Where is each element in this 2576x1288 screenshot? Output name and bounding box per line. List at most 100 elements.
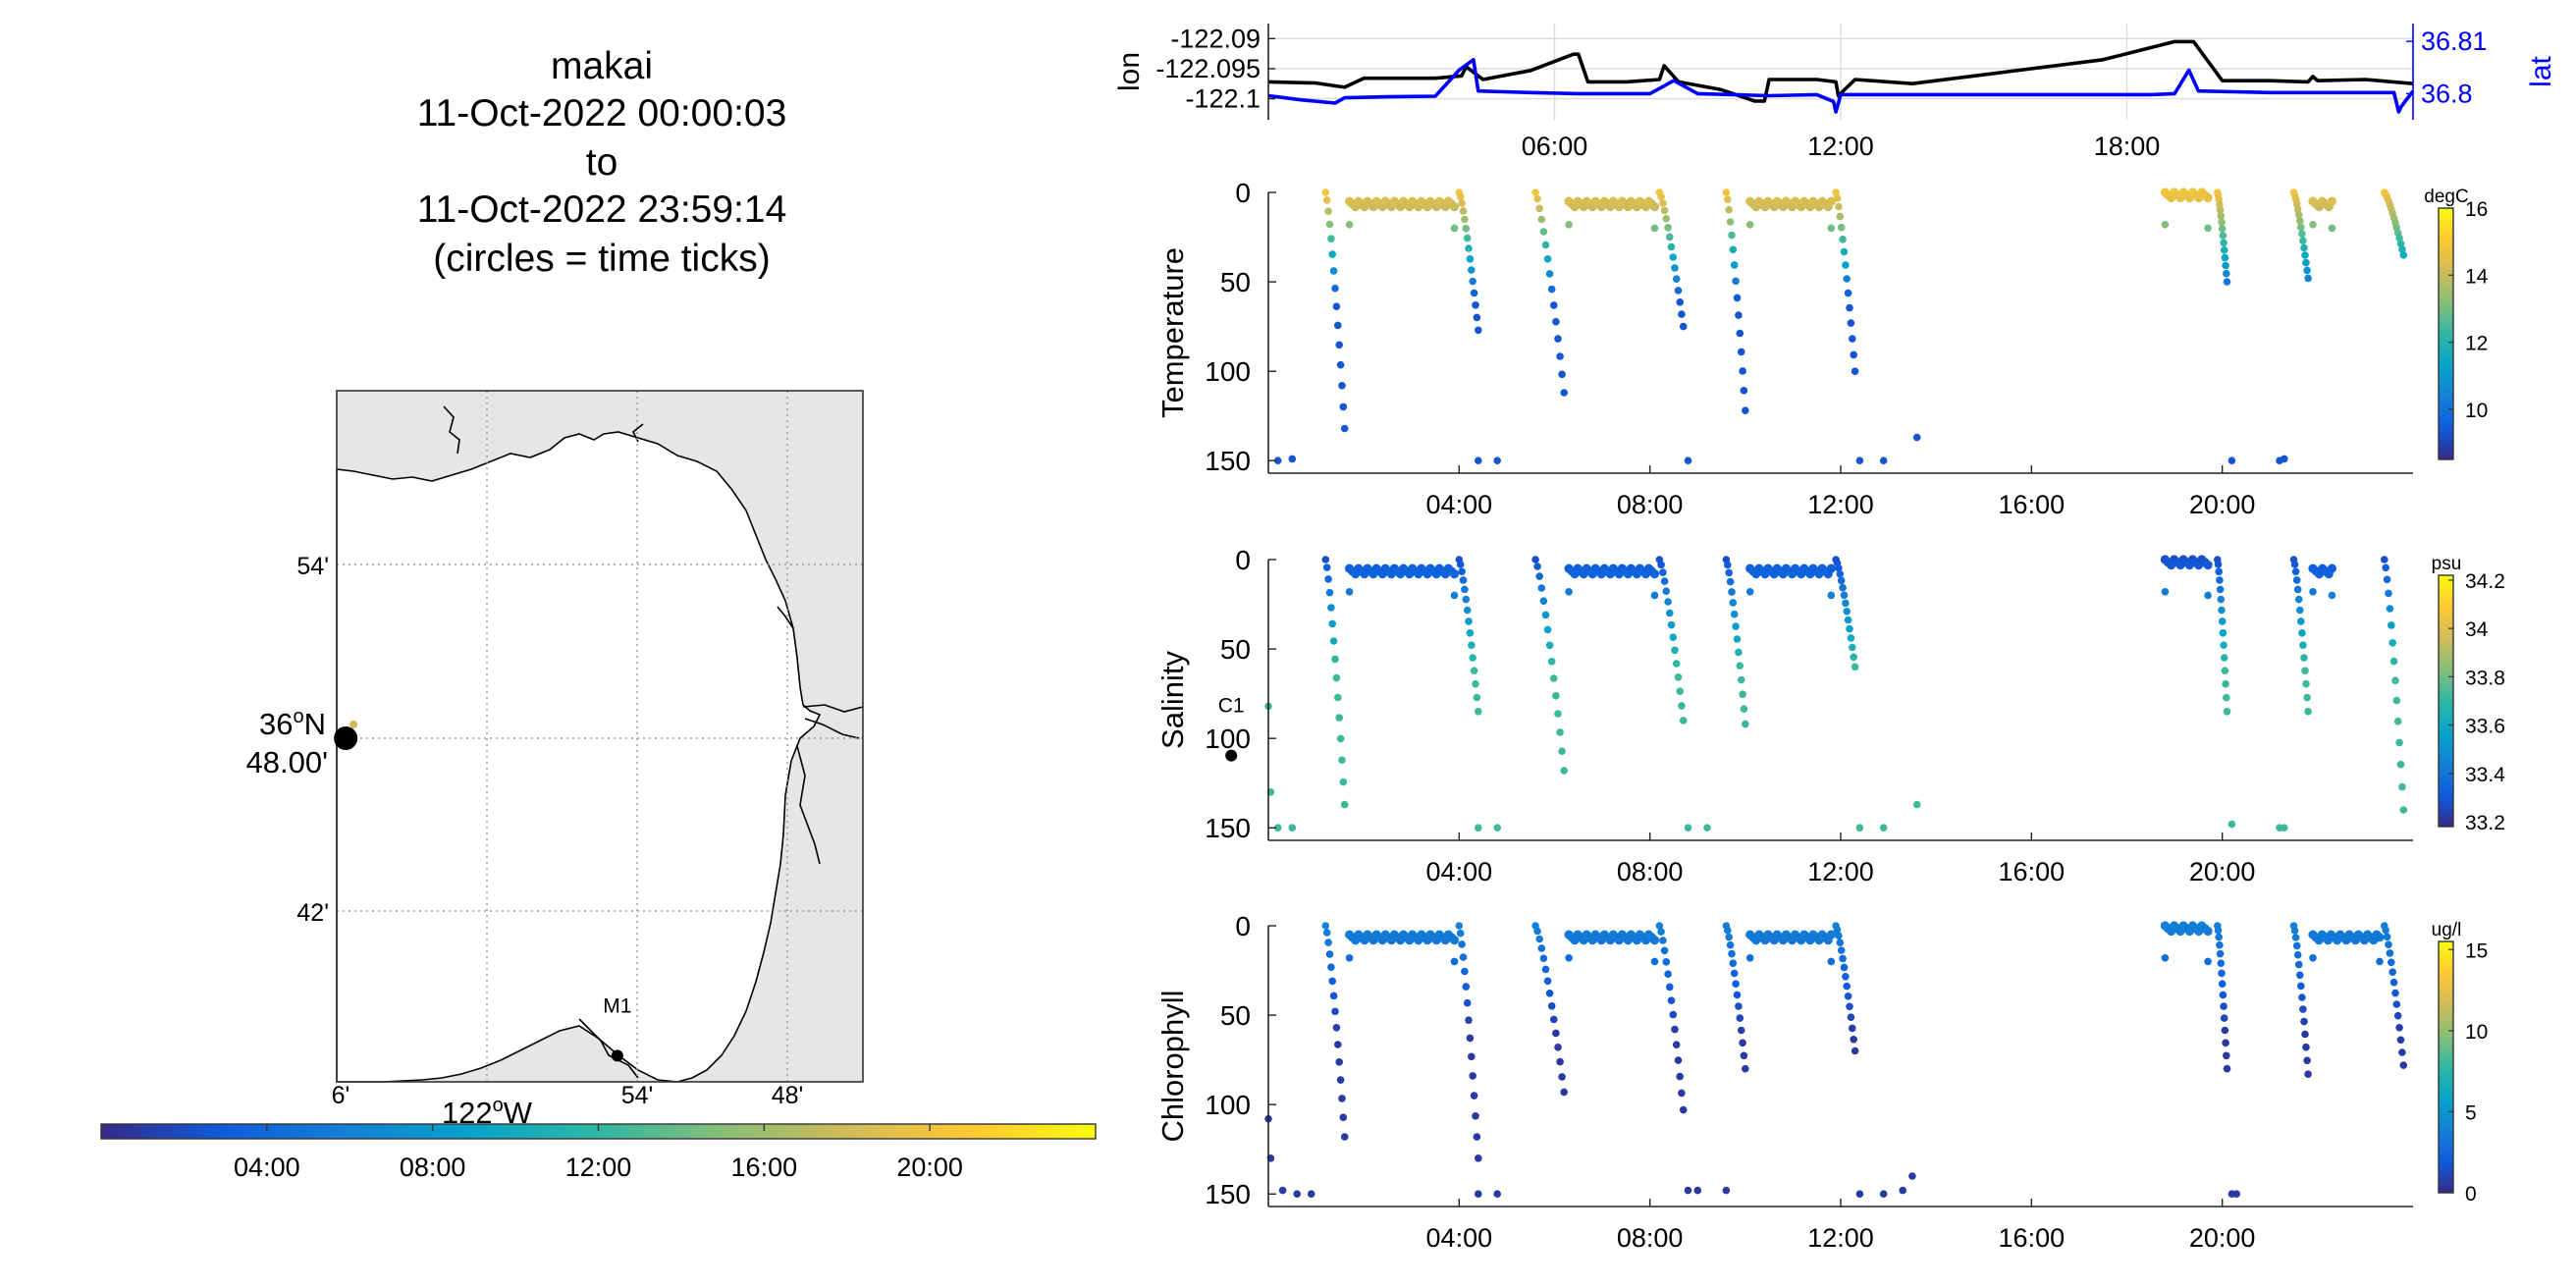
- chlorophyll-point-126: [2388, 968, 2396, 976]
- chlorophyll-point-57: [1676, 1072, 1684, 1081]
- chlorophyll-point-121: [2382, 926, 2389, 935]
- temperature-point-103: [2223, 269, 2230, 278]
- salinity-point-69: [1735, 648, 1743, 657]
- salinity-colorbar: [2438, 574, 2454, 828]
- chlorophyll-colorbar: [2438, 940, 2454, 1194]
- glider-track-endpoint: [349, 721, 358, 728]
- chlorophyll-point-52: [1667, 996, 1676, 1004]
- temperature-point-75: [1832, 188, 1840, 196]
- map-stations: M1 C1: [603, 695, 1245, 1062]
- salinity-point-0: [1321, 556, 1330, 564]
- salinity-point-8: [1332, 673, 1341, 682]
- chlorophyll-point-72: [1739, 1039, 1746, 1047]
- chlorophyll-point-275: [2309, 954, 2317, 962]
- temperature-point-20: [1462, 225, 1471, 233]
- salinity-point-50: [1664, 598, 1672, 606]
- chlorophyll-point-36: [1543, 977, 1552, 986]
- salinity-point-37: [1545, 641, 1554, 650]
- chlorophyll-point-74: [1742, 1064, 1749, 1073]
- temperature-point-28: [1473, 313, 1481, 322]
- salinity-point-2: [1324, 575, 1332, 583]
- temperature-point-260: [2328, 224, 2336, 233]
- salinity-point-121: [2382, 564, 2389, 572]
- chlorophyll-colorbar-tick-label-0: 0: [2465, 1183, 2477, 1206]
- temperature-point-22: [1465, 244, 1473, 252]
- map-colorbar-tick-label-2: 12:00: [565, 1153, 632, 1182]
- temperature-ytick-label-0: 0: [1235, 178, 1251, 208]
- temperature-point-234: [1827, 224, 1836, 233]
- salinity-point-46: [1657, 561, 1665, 569]
- chlorophyll-point-25: [1469, 1072, 1476, 1080]
- salinity-point-24: [1468, 641, 1476, 649]
- chlorophyll-point-114: [2299, 1005, 2307, 1013]
- chlorophyll-point-12: [1338, 1095, 1346, 1102]
- temperature-point-65: [1729, 245, 1738, 254]
- temperature-point-132: [2396, 240, 2405, 247]
- chlorophyll-point-82: [1842, 973, 1850, 981]
- temperature-point-7: [1331, 284, 1339, 293]
- salinity-point-120: [2381, 556, 2388, 564]
- salinity-point-250: [2161, 588, 2170, 596]
- chlorophyll-point-113: [2298, 993, 2306, 1001]
- salinity-point-16: [1456, 561, 1465, 568]
- chlorophyll-point-171: [1345, 954, 1354, 962]
- salinity-point-92: [2215, 567, 2223, 576]
- chlorophyll-point-40: [1552, 1029, 1560, 1038]
- lonlat-xtick-label-0: 06:00: [1522, 132, 1588, 161]
- temperature-point-268: [1912, 433, 1921, 442]
- temperature-point-50: [1664, 224, 1672, 232]
- chlorophyll-point-96: [2218, 969, 2226, 978]
- temperature-point-2: [1324, 207, 1332, 215]
- chlorophyll-point-76: [1833, 926, 1842, 934]
- temperature-point-62: [1725, 205, 1733, 214]
- salinity-point-109: [2293, 585, 2302, 594]
- salinity-point-12: [1338, 756, 1346, 764]
- temperature-point-11: [1336, 360, 1345, 369]
- salinity-ylabel: Salinity: [1155, 651, 1190, 749]
- chlorophyll-colorbar-tick-label-2: 10: [2465, 1021, 2488, 1044]
- chlorophyll-point-285: [1693, 1186, 1702, 1195]
- salinity-point-132: [2396, 760, 2405, 769]
- salinity-point-97: [2218, 617, 2227, 625]
- salinity-point-57: [1676, 687, 1684, 695]
- chlorophyll-point-93: [2216, 940, 2224, 949]
- salinity-point-82: [1842, 599, 1850, 608]
- salinity-point-5: [1328, 619, 1336, 628]
- chlorophyll-point-203: [1565, 954, 1573, 962]
- temperature-point-71: [1737, 348, 1745, 356]
- chlorophyll-point-10: [1335, 1058, 1343, 1066]
- salinity-point-70: [1736, 662, 1744, 670]
- temperature-point-93: [2216, 200, 2224, 209]
- chlorophyll-point-92: [2215, 933, 2223, 941]
- chlorophyll-point-81: [1840, 963, 1849, 972]
- temperature-ylabel: Temperature: [1155, 247, 1190, 418]
- chlorophyll-point-202: [1649, 936, 1660, 945]
- chlorophyll-xtick-label-4: 20:00: [2189, 1223, 2256, 1253]
- chlorophyll-point-62: [1725, 933, 1733, 941]
- chlorophyll-point-44: [1560, 1088, 1568, 1097]
- salinity-point-31: [1533, 563, 1541, 570]
- chlorophyll-point-67: [1732, 980, 1740, 988]
- temperature-point-119: [2304, 274, 2312, 283]
- salinity-point-268: [1703, 824, 1711, 832]
- salinity-point-49: [1662, 587, 1671, 595]
- temperature-point-98: [2219, 232, 2227, 240]
- temperature-ytick-label-3: 150: [1205, 446, 1251, 476]
- salinity-point-4: [1327, 604, 1335, 612]
- temperature-point-261: [1273, 456, 1282, 465]
- salinity-point-35: [1541, 611, 1550, 619]
- temperature-point-47: [1659, 199, 1667, 207]
- temperature-point-269: [2227, 456, 2236, 465]
- temperature-point-204: [1650, 224, 1659, 233]
- temperature-point-35: [1541, 241, 1550, 249]
- salinity-point-48: [1660, 577, 1669, 585]
- salinity-point-72: [1739, 690, 1746, 698]
- map-panel: 54' 42' 36oN 48.00' 6' 54' 48' 122oW M1C…: [246, 390, 1245, 1130]
- map-river-inlet: [777, 606, 794, 629]
- salinity-point-249: [2203, 560, 2213, 570]
- chlorophyll-ytick-label-1: 50: [1220, 1000, 1251, 1031]
- temperature-point-5: [1328, 250, 1336, 258]
- temperature-point-78: [1836, 212, 1845, 221]
- lonlat-ytick-label-1: -122.095: [1155, 54, 1261, 83]
- chlorophyll-point-107: [2291, 934, 2300, 941]
